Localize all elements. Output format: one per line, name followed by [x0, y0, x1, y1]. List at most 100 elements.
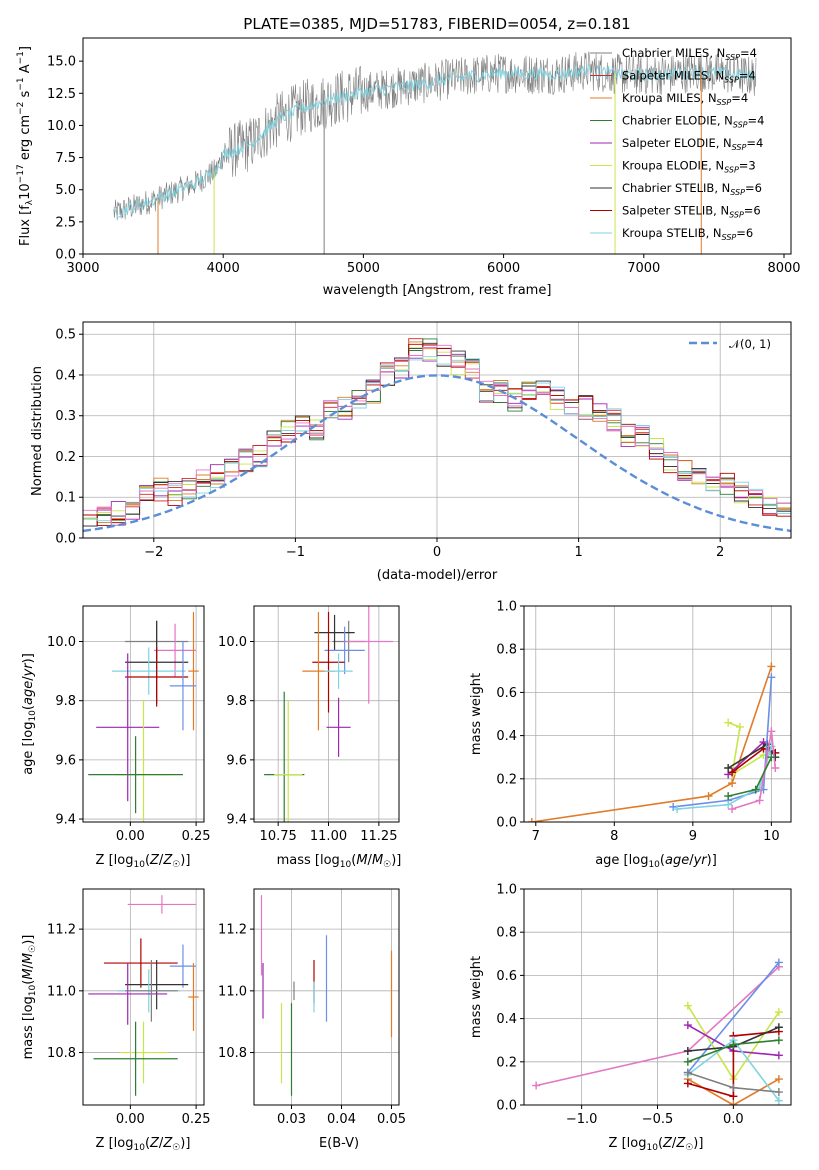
y-tick-label: 10.0: [47, 119, 76, 134]
errorbar-point: [125, 959, 189, 1010]
y-tick-label: 0.2: [55, 450, 76, 465]
errorbars: [260, 895, 393, 1096]
x-tick-label: 10: [763, 829, 780, 844]
x-tick-label: −1.0: [566, 1112, 598, 1127]
mass-vs-Z-xlabel: Z [log10(Z/Z☉)]: [96, 1136, 191, 1153]
weight-series-line: [727, 721, 764, 777]
weight-lines: [527, 662, 780, 822]
y-tick-label: 11.2: [47, 923, 76, 938]
errorbar-point: [125, 959, 178, 1022]
y-tick-label: 11.0: [47, 984, 76, 999]
residuals-xlabel: (data-model)/error: [377, 568, 498, 583]
weight-marker: [751, 785, 760, 794]
errorbar-point: [104, 938, 178, 988]
weight-marker: [774, 1088, 783, 1097]
weight-marker: [774, 958, 783, 967]
errorbar-point: [119, 1021, 168, 1084]
y-tick-label: 9.4: [226, 813, 247, 828]
legend-entry: Kroupa STELIB, NSSP=6: [622, 226, 753, 242]
x-tick-label: 0.05: [377, 1112, 406, 1127]
weight-vs-Z-panel: −1.0 −0.5 0.0 0.0 0.2 0.4 0.6 0.8 1.0: [496, 883, 792, 1127]
weight-marker: [683, 1001, 692, 1010]
y-tick-label: 10.0: [218, 635, 247, 650]
weight-marker: [774, 1051, 783, 1060]
x-tick-label: 0.00: [116, 829, 145, 844]
errorbar-point: [312, 611, 345, 713]
histogram-step-line: [83, 356, 791, 525]
y-tick-label: 9.8: [226, 694, 247, 709]
errorbar-point: [88, 963, 168, 1025]
axes-frame: [523, 605, 792, 823]
weight-series-line: [687, 1030, 779, 1098]
age-vs-Z-ylabel: age [log10(age/yr)]: [21, 653, 38, 775]
errorbars: [264, 606, 393, 822]
histogram-step-line: [83, 344, 791, 526]
legend-entry: Chabrier ELODIE, NSSP=4: [622, 114, 764, 130]
y-tick-label: 10.8: [218, 1046, 247, 1061]
y-tick-label: 0.0: [496, 1099, 517, 1114]
x-tick-label: 0.04: [327, 1112, 356, 1127]
axes-frame: [82, 888, 205, 1106]
legend-entry: 𝒩(0, 1): [729, 337, 771, 351]
y-tick-label: 7.5: [55, 151, 76, 166]
weight-marker: [767, 727, 776, 736]
weight-marker: [771, 764, 780, 772]
x-tick-label: 8: [610, 829, 618, 844]
age-vs-mass-xlabel: mass [log10(M/M☉)]: [277, 853, 402, 870]
y-tick-label: 5.0: [55, 183, 76, 198]
y-tick-label: 0.4: [496, 1012, 517, 1027]
y-tick-label: 0.6: [496, 969, 517, 984]
spectrum-ylabel: Flux [fλ10−17 erg cm−2 s−1 A−1]: [16, 46, 35, 246]
y-tick-label: 11.2: [218, 923, 247, 938]
weight-marker: [767, 753, 776, 762]
y-tick-label: 10.8: [47, 1046, 76, 1061]
errorbar-point: [125, 647, 189, 707]
legend-entry: Chabrier MILES, NSSP=4: [622, 46, 757, 62]
weight-marker: [683, 1079, 692, 1088]
errorbar-point: [111, 647, 186, 695]
axes-frame: [82, 321, 792, 539]
weight-vs-Z-xlabel: Z [log10(Z/Z☉)]: [609, 1136, 704, 1153]
x-tick-label: 10.75: [260, 829, 297, 844]
weight-marker: [724, 718, 733, 727]
y-tick-label: 0.5: [55, 328, 76, 343]
y-tick-label: 0.0: [55, 532, 76, 547]
x-tick-label: 6000: [487, 261, 520, 276]
y-tick-label: 0.0: [496, 816, 517, 831]
age-vs-mass-panel: 10.75 11.00 11.25 9.4 9.6 9.8 10.0: [218, 605, 400, 844]
weight-marker: [767, 662, 776, 671]
errorbar-point: [169, 641, 197, 731]
x-tick-label: 11.00: [310, 829, 347, 844]
y-tick-label: 9.6: [55, 753, 76, 768]
errorbar-point: [154, 623, 197, 678]
errorbar-point: [324, 626, 365, 675]
axes-frame: [82, 37, 792, 255]
y-tick-label: 2.5: [55, 215, 76, 230]
weight-marker: [724, 800, 733, 809]
y-tick-label: 0.3: [55, 409, 76, 424]
y-tick-label: 1.0: [496, 883, 517, 898]
weight-marker: [683, 1068, 692, 1077]
y-tick-label: 9.4: [55, 813, 76, 828]
x-tick-label: 9: [689, 829, 697, 844]
weight-marker: [774, 1023, 783, 1032]
x-tick-label: 0.03: [277, 1112, 306, 1127]
y-tick-label: 11.0: [218, 984, 247, 999]
weight-marker: [774, 1008, 783, 1017]
x-tick-label: 1: [574, 545, 582, 560]
weight-series: [724, 753, 776, 801]
y-tick-label: 15.0: [47, 55, 76, 70]
errorbar-point: [127, 895, 197, 914]
weight-marker: [527, 818, 536, 822]
weight-vs-age-xlabel: age [log10(age/yr)]: [595, 853, 717, 870]
mass-vs-EBV-panel: 0.03 0.04 0.05 10.8 11.0 11.2: [218, 888, 406, 1127]
mass-vs-EBV-xlabel: E(B-V): [319, 1136, 359, 1151]
errorbar-point: [188, 611, 199, 731]
legend-entry: Salpeter STELIB, NSSP=6: [622, 204, 761, 220]
weight-series: [728, 727, 780, 814]
errorbars: [88, 895, 199, 1096]
residuals-ylabel: Normed distribution: [30, 366, 45, 496]
mass-vs-Z-panel: 0.00 0.25 10.8 11.0 11.2: [47, 888, 211, 1127]
y-tick-label: 0.0: [55, 248, 76, 263]
y-tick-label: 9.8: [55, 694, 76, 709]
